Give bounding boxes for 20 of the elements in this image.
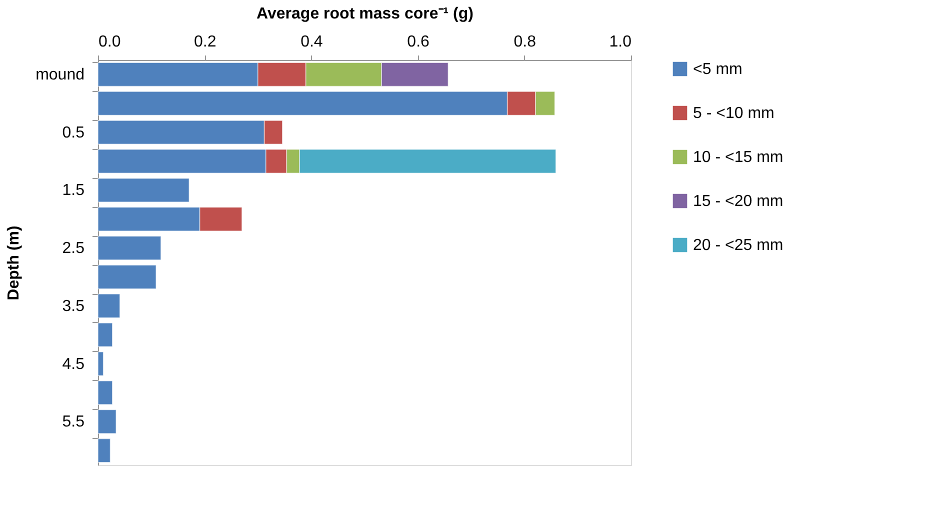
x-tick-label: 0.4 xyxy=(300,34,323,50)
y-tick-label: 5.5 xyxy=(62,414,85,431)
legend-label: <5 mm xyxy=(693,61,742,78)
x-tick-label: 1.0 xyxy=(609,34,632,50)
y-tick-label: 1.5 xyxy=(62,182,85,200)
legend-label: 15 - <20 mm xyxy=(693,193,784,210)
x-tick-label: 0.0 xyxy=(98,34,121,50)
legend-label: 5 - <10 mm xyxy=(693,105,774,122)
y-tick-label: 4.5 xyxy=(62,356,85,373)
x-tick-label: 0.2 xyxy=(194,34,216,50)
y-tick-label: 0.5 xyxy=(62,124,85,142)
legend-label: 10 - <15 mm xyxy=(693,149,784,166)
x-tick-label: 0.6 xyxy=(407,34,430,50)
y-tick-label: mound xyxy=(36,66,84,84)
y-axis-title: Depth (m) xyxy=(6,226,23,300)
x-axis-title: Average root mass core⁻¹ (g) xyxy=(256,6,474,22)
legend-label: 20 - <25 mm xyxy=(693,237,784,254)
y-tick-label: 2.5 xyxy=(62,240,85,258)
x-tick-label: 0.8 xyxy=(514,34,536,50)
y-tick-label: 3.5 xyxy=(62,298,85,315)
